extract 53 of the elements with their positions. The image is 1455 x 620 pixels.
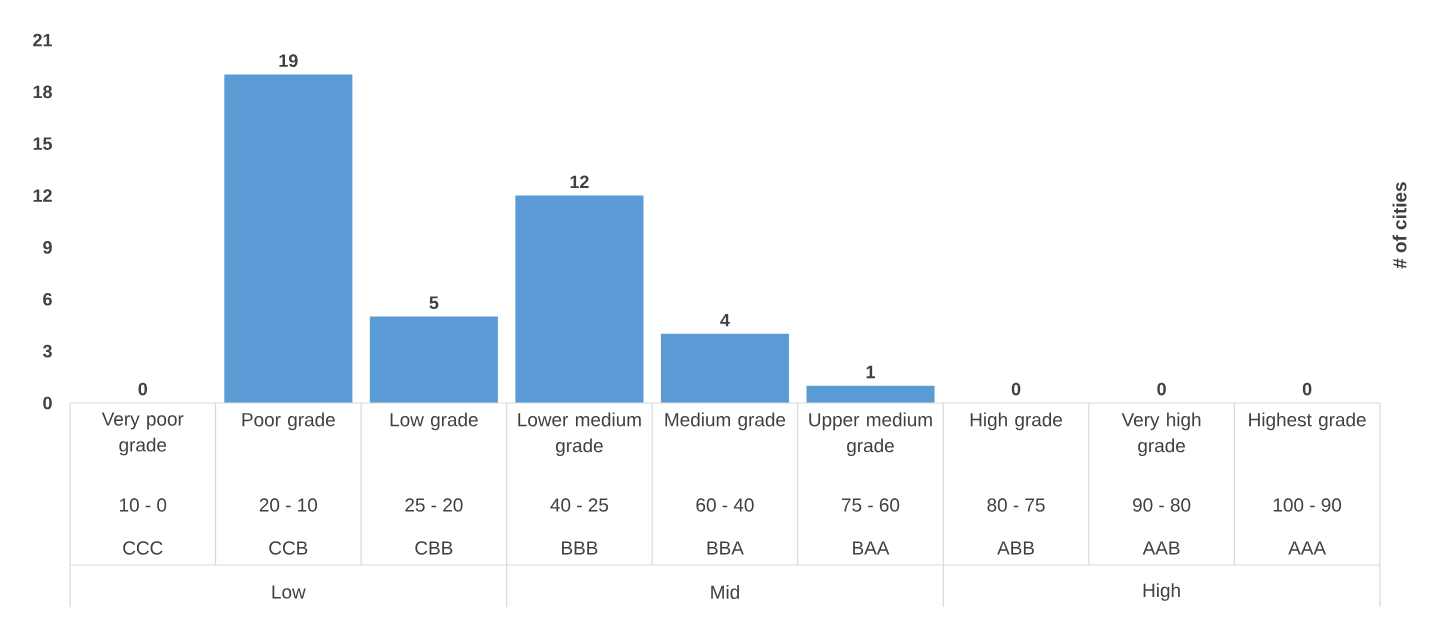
text: 80 - 75 [987, 498, 1045, 512]
y-tick-label: 18 [33, 85, 52, 99]
text: Mid [711, 585, 739, 599]
text: Low [272, 585, 306, 599]
y-tick-label: 21 [33, 33, 52, 47]
x-tick-label: Very poor grade [101, 412, 184, 456]
bar [224, 74, 353, 403]
y-tick-label: 12 [33, 189, 52, 202]
text: 60 - 40 [696, 498, 754, 512]
text: 40 - 25 [550, 498, 609, 512]
data-label: 0 [1011, 382, 1021, 396]
data-label: 19 [279, 54, 298, 68]
y-tick-label: 15 [33, 137, 52, 150]
text: 25 - 20 [405, 498, 463, 512]
text: 75 - 60 [842, 498, 900, 512]
text: 100 - 90 [1273, 498, 1342, 512]
y-axis-title: # of cities [1392, 182, 1407, 269]
bar [660, 333, 789, 403]
bar [806, 385, 935, 403]
bar [515, 195, 644, 403]
text: BBB [562, 541, 598, 555]
text: AAA [1288, 541, 1327, 555]
text: CCB [269, 541, 308, 555]
x-tick-label: Upper medium grade [809, 412, 932, 457]
text: BBA [707, 541, 744, 555]
text: 90 - 80 [1133, 498, 1191, 512]
x-tick-label: Poor grade [242, 412, 335, 431]
data-label: 0 [1302, 382, 1312, 396]
data-label: 0 [1157, 382, 1166, 396]
x-tick-label: Lower medium grade [518, 412, 641, 457]
data-label: 5 [429, 296, 439, 310]
text: ABB [997, 541, 1034, 555]
bar [369, 316, 498, 403]
text: CBB [415, 541, 453, 555]
y-tick-label: 9 [43, 241, 52, 254]
x-tick-label: High grade [970, 412, 1062, 431]
text: High [1143, 583, 1180, 601]
text: 10 - 0 [120, 498, 167, 512]
x-tick-label: Very high grade [1121, 412, 1201, 457]
y-tick-label: 3 [42, 344, 52, 358]
data-label: 4 [720, 313, 730, 327]
text: BAA [853, 541, 890, 555]
y-tick-label: 0 [43, 396, 52, 410]
data-label: 1 [866, 365, 875, 379]
x-tick-label: Highest grade [1249, 412, 1366, 431]
x-tick-label: Medium grade [665, 412, 786, 431]
text: 20 - 10 [259, 498, 318, 512]
text: CCC [123, 541, 163, 555]
text: AAB [1142, 541, 1180, 555]
data-label: 0 [138, 382, 148, 396]
y-tick-label: 6 [43, 292, 52, 306]
x-tick-label: Low grade [390, 412, 478, 431]
data-label: 12 [570, 175, 589, 189]
